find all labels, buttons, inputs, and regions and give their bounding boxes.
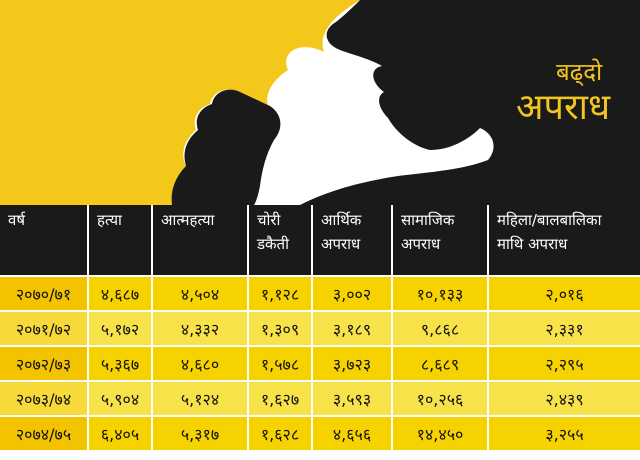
hero-illustration (0, 0, 640, 205)
headline: बढ्दो अपराध (500, 58, 630, 130)
cell-financial: ३,५९३ (311, 380, 392, 416)
cell-theft: १,३०९ (247, 310, 312, 346)
headline-line1: बढ्दो (556, 58, 603, 86)
cell-social: १४,४५० (391, 415, 488, 450)
table-row: २०७२/७३ ५,३६७ ४,६८० १,५७८ ३,७२३ ८,६८९ २,… (0, 345, 640, 381)
cell-theft: १,६२८ (247, 415, 312, 450)
cell-murder: ५,१७२ (87, 310, 152, 346)
table-header-row: वर्ष हत्या आत्महत्या चोरी डकैती आर्थिक अपर… (0, 205, 640, 276)
header-social-crime: सामाजिक अपराध (391, 205, 488, 276)
header-suicide: आत्महत्या (151, 205, 248, 276)
head-silhouette (300, 0, 640, 205)
yellow-backdrop (0, 0, 360, 205)
header-women-children-crime: महिला/बालबालिका माथि अपराध (487, 205, 640, 276)
cell-theft: १,६२७ (247, 380, 312, 416)
fist-silhouette (171, 89, 281, 205)
cell-women-children: २,४३९ (487, 380, 640, 416)
cell-women-children: २,२९५ (487, 345, 640, 381)
cell-suicide: ४,५०४ (151, 275, 248, 311)
cell-social: ९,८६८ (391, 310, 488, 346)
cell-year: २०७०/७१ (0, 275, 88, 311)
header-year: वर्ष (0, 205, 88, 276)
crime-table: वर्ष हत्या आत्महत्या चोरी डकैती आर्थिक अपर… (0, 205, 640, 450)
table-row: २०७४/७५ ६,४०५ ५,३१७ १,६२८ ४,६५६ १४,४५० ३… (0, 415, 640, 450)
cell-theft: १,५७८ (247, 345, 312, 381)
cell-murder: ६,४०५ (87, 415, 152, 450)
cell-financial: ३,१८९ (311, 310, 392, 346)
cell-suicide: ४,६८० (151, 345, 248, 381)
cell-social: १०,१३३ (391, 275, 488, 311)
cell-year: २०७४/७५ (0, 415, 88, 450)
cell-theft: १,१२८ (247, 275, 312, 311)
cell-women-children: ३,२५५ (487, 415, 640, 450)
cell-financial: ४,६५६ (311, 415, 392, 450)
cell-year: २०७१/७२ (0, 310, 88, 346)
cell-year: २०७३/७४ (0, 380, 88, 416)
cell-murder: ४,६८७ (87, 275, 152, 311)
header-murder: हत्या (87, 205, 152, 276)
header-theft-robbery: चोरी डकैती (247, 205, 312, 276)
table-row: २०७१/७२ ५,१७२ ४,३३२ १,३०९ ३,१८९ ९,८६८ २,… (0, 310, 640, 346)
cell-suicide: ५,१२४ (151, 380, 248, 416)
cell-social: ८,६८९ (391, 345, 488, 381)
table-row: २०७३/७४ ५,९०४ ५,१२४ १,६२७ ३,५९३ १०,२५६ २… (0, 380, 640, 416)
table-row: २०७०/७१ ४,६८७ ४,५०४ १,१२८ ३,००२ १०,१३३ २… (0, 275, 640, 311)
headline-line2: अपराध (516, 87, 611, 128)
cell-murder: ५,३६७ (87, 345, 152, 381)
cell-women-children: २,३३१ (487, 310, 640, 346)
cell-financial: ३,७२३ (311, 345, 392, 381)
cell-murder: ५,९०४ (87, 380, 152, 416)
header-financial-crime: आर्थिक अपराध (311, 205, 392, 276)
cell-suicide: ४,३३२ (151, 310, 248, 346)
cell-suicide: ५,३१७ (151, 415, 248, 450)
cell-women-children: २,०१६ (487, 275, 640, 311)
cell-social: १०,२५६ (391, 380, 488, 416)
cell-financial: ३,००२ (311, 275, 392, 311)
cell-year: २०७२/७३ (0, 345, 88, 381)
